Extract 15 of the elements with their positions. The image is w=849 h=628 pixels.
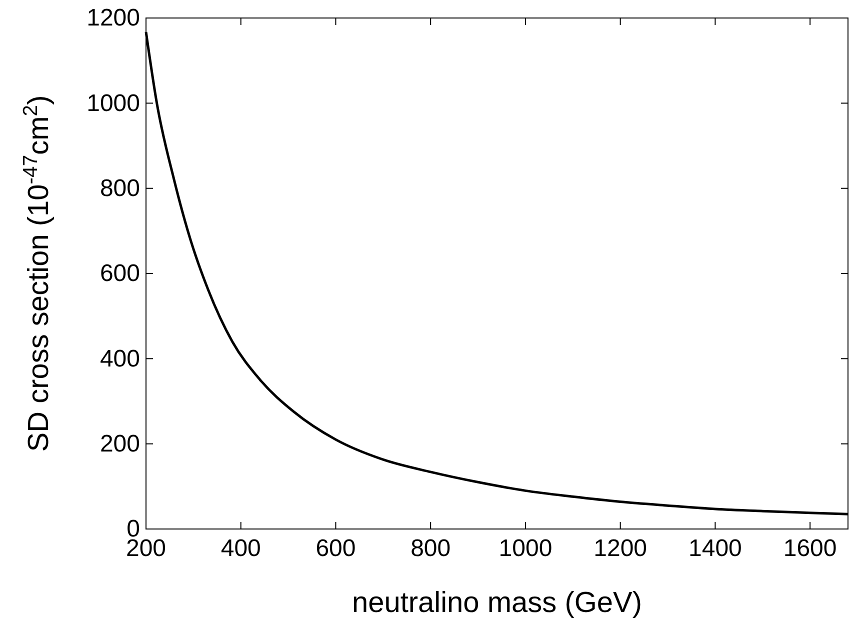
x-tick-label: 400 <box>220 535 261 562</box>
y-tick-label: 1200 <box>86 4 140 32</box>
x-tick-label: 800 <box>410 535 451 562</box>
x-tick-label: 600 <box>316 535 356 562</box>
x-tick-label: 1200 <box>594 535 648 562</box>
x-tick-label: 1400 <box>688 535 742 562</box>
y-tick-label: 600 <box>100 260 140 288</box>
x-axis-title: neutralino mass (GeV) <box>352 587 642 619</box>
x-tick-label: 1000 <box>498 535 552 562</box>
y-tick-label: 200 <box>100 430 140 458</box>
line-series <box>144 30 849 516</box>
x-tick-label: 1600 <box>783 535 837 562</box>
y-tick-label: 400 <box>100 345 140 372</box>
y-tick-label: 800 <box>100 175 140 202</box>
y-tick-label: 1000 <box>86 90 140 117</box>
